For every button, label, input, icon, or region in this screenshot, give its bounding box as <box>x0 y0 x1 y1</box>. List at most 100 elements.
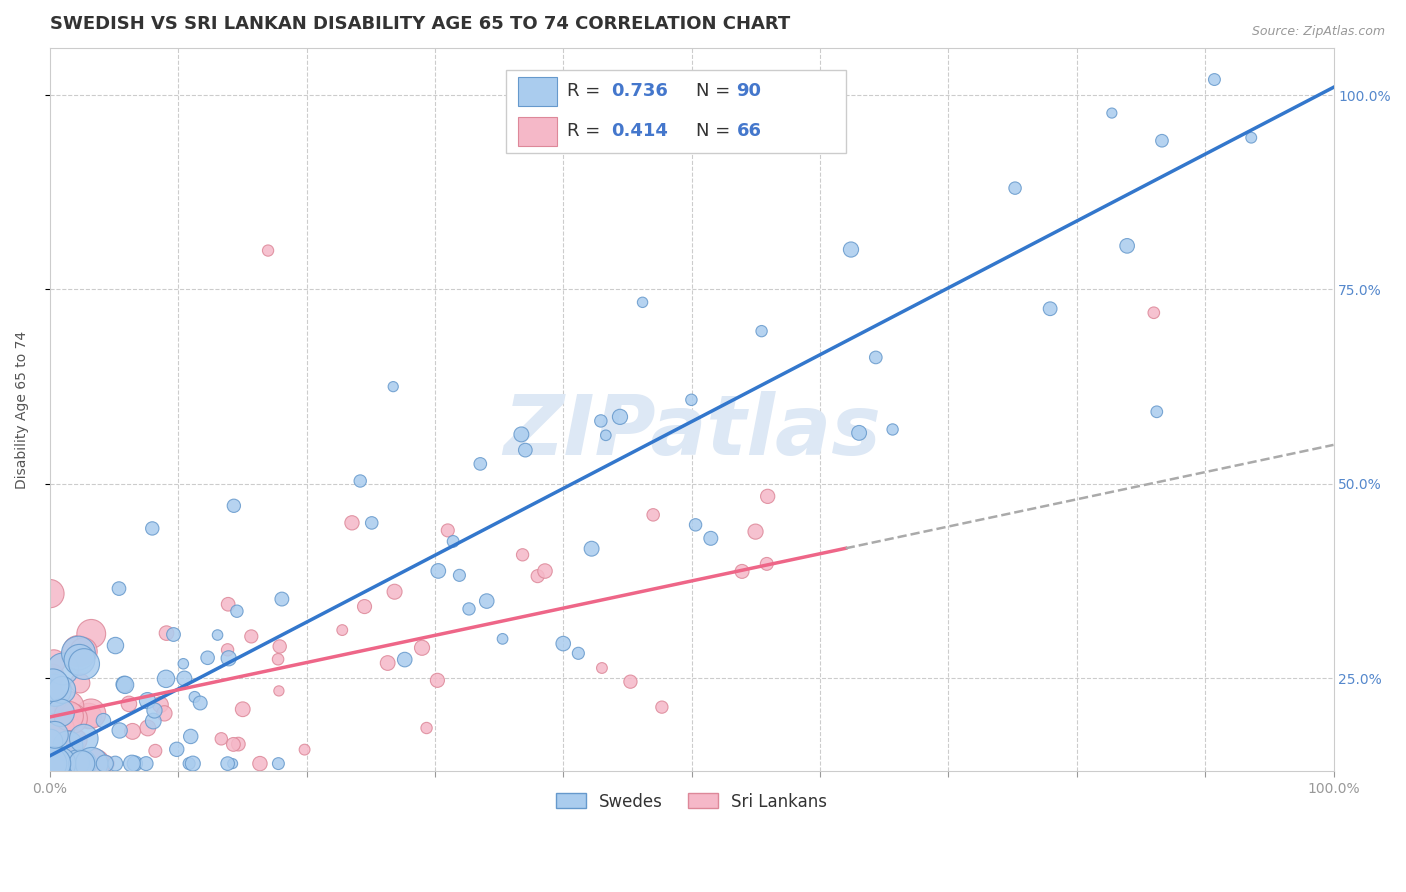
Point <box>267 684 290 698</box>
Point <box>39 729 62 743</box>
Point <box>232 702 254 716</box>
Point <box>108 723 131 738</box>
Point <box>149 698 172 712</box>
Text: 90: 90 <box>737 82 762 101</box>
Point <box>67 646 90 660</box>
Point <box>49 756 72 771</box>
Point <box>38 756 60 771</box>
Text: Source: ZipAtlas.com: Source: ZipAtlas.com <box>1251 25 1385 38</box>
Point <box>41 693 63 707</box>
Point <box>426 673 449 688</box>
Point <box>155 672 177 686</box>
Point <box>155 626 177 640</box>
Point <box>48 756 70 771</box>
Point <box>73 731 96 746</box>
Point <box>73 657 96 671</box>
Point <box>179 756 201 771</box>
Point <box>63 756 86 771</box>
Point <box>121 756 143 771</box>
Point <box>353 599 375 614</box>
Point <box>39 587 62 601</box>
Point <box>349 474 371 488</box>
Point <box>94 756 117 771</box>
Point <box>58 709 80 723</box>
Point <box>1143 306 1166 320</box>
Point <box>294 742 316 756</box>
Point <box>46 756 69 771</box>
Point <box>589 414 612 428</box>
Point <box>643 508 665 522</box>
Point <box>631 295 654 310</box>
Point <box>180 730 202 744</box>
Point <box>475 594 498 608</box>
Point <box>222 738 245 752</box>
Point <box>222 499 245 513</box>
Point <box>360 516 382 530</box>
Point <box>384 584 406 599</box>
Point <box>70 756 93 771</box>
Point <box>534 564 557 578</box>
Point <box>882 422 904 436</box>
Point <box>80 627 103 641</box>
Point <box>118 697 141 711</box>
Point <box>839 243 862 257</box>
Point <box>172 657 194 671</box>
Point <box>39 734 62 748</box>
Point <box>80 756 103 771</box>
Point <box>207 628 229 642</box>
Point <box>48 722 70 736</box>
Point <box>84 756 107 771</box>
FancyBboxPatch shape <box>519 117 557 145</box>
Point <box>553 637 575 651</box>
Point <box>73 756 96 771</box>
Point <box>269 640 291 654</box>
Point <box>1146 405 1168 419</box>
Point <box>685 517 707 532</box>
Point <box>143 703 166 717</box>
Legend: Swedes, Sri Lankans: Swedes, Sri Lankans <box>550 786 834 817</box>
Point <box>567 646 589 660</box>
Point <box>436 524 458 538</box>
Point <box>1116 239 1139 253</box>
Point <box>382 379 405 393</box>
Point <box>39 679 62 693</box>
Point <box>181 756 204 771</box>
Point <box>240 629 263 643</box>
Point <box>49 706 72 720</box>
Point <box>226 604 249 618</box>
Point <box>72 644 94 658</box>
Point <box>188 696 211 710</box>
Point <box>62 712 84 726</box>
Point <box>217 756 239 771</box>
Point <box>865 351 887 365</box>
Point <box>257 244 280 258</box>
Point <box>427 564 450 578</box>
Point <box>80 706 103 721</box>
Point <box>121 724 143 739</box>
Text: N =: N = <box>696 82 735 101</box>
Point <box>56 739 79 753</box>
Point <box>1240 130 1263 145</box>
Point <box>1039 301 1062 316</box>
Point <box>108 582 131 596</box>
Point <box>510 427 533 442</box>
Point <box>1204 72 1226 87</box>
Text: N =: N = <box>696 122 735 140</box>
Point <box>77 709 100 723</box>
Point <box>141 521 163 535</box>
Point <box>104 756 127 771</box>
Point <box>756 489 779 503</box>
Point <box>104 639 127 653</box>
Point <box>267 652 290 666</box>
Point <box>411 640 433 655</box>
Point <box>458 602 481 616</box>
Point <box>249 756 271 771</box>
Point <box>96 756 118 771</box>
Point <box>67 644 90 658</box>
Point <box>217 643 239 657</box>
Point <box>41 668 63 682</box>
Point <box>526 569 548 583</box>
Point <box>751 324 773 338</box>
Point <box>58 699 80 714</box>
Point <box>112 677 135 691</box>
